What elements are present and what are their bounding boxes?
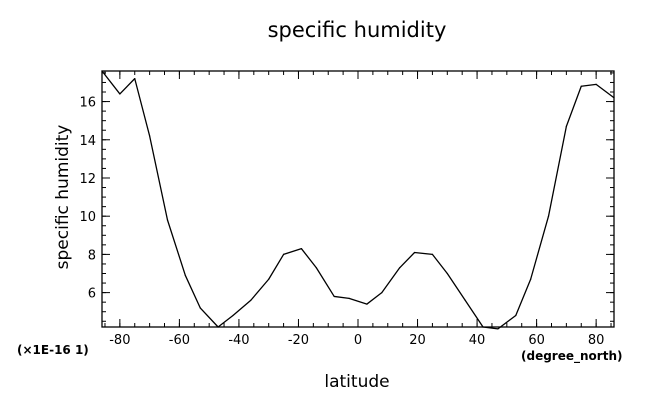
x-tick-label: 80	[588, 333, 605, 348]
x-tick-label: 60	[528, 333, 545, 348]
y-scale-label: (×1E-16 1)	[17, 343, 89, 357]
y-tick-label: 16	[79, 96, 96, 111]
data-point	[300, 248, 303, 250]
data-point	[464, 299, 466, 301]
x-axis-label: latitude	[324, 372, 389, 392]
data-point	[184, 274, 186, 277]
series-line	[101, 70, 615, 330]
x-tick-label: -40	[228, 333, 249, 348]
tick-labels: -80 -60 -40 -20 0 20 40 60 80 6 8 10 12 14 16	[79, 96, 604, 348]
data-point	[282, 253, 285, 256]
data-point	[565, 125, 567, 128]
data-point	[547, 215, 550, 217]
data-point	[315, 267, 317, 269]
data-point	[431, 253, 434, 256]
data-point	[250, 299, 252, 301]
y-tick-label: 12	[79, 172, 96, 187]
x-tick-label: 20	[409, 333, 426, 348]
y-axis-label: specific humidity	[53, 125, 73, 270]
data-point	[134, 78, 136, 80]
x-tick-label: -60	[169, 333, 190, 348]
data-point	[268, 278, 270, 280]
data-point	[348, 297, 350, 299]
x-tick-label: 0	[354, 333, 362, 348]
data-point	[497, 328, 499, 330]
tick-marks	[102, 71, 614, 327]
data-point	[580, 85, 582, 87]
data-point	[530, 278, 532, 280]
y-tick-label: 6	[88, 287, 96, 302]
data-point	[381, 292, 383, 294]
y-tick-label: 10	[79, 210, 96, 225]
data-point	[232, 314, 234, 317]
chart-title: specific humidity	[268, 18, 447, 42]
data-point	[166, 219, 169, 221]
x-unit-label: (degree_north)	[521, 349, 622, 364]
data-point	[515, 314, 517, 317]
y-tick-label: 14	[79, 134, 96, 149]
data-point	[119, 93, 121, 95]
data-point	[366, 303, 368, 305]
data-point	[399, 267, 401, 269]
data-point	[413, 251, 416, 254]
data-point	[595, 83, 597, 85]
x-tick-label: -20	[288, 333, 309, 348]
data-point	[199, 307, 201, 309]
x-tick-label: 40	[469, 333, 486, 348]
data-point	[446, 272, 448, 275]
x-tick-label: -80	[109, 333, 130, 348]
data-point	[149, 135, 151, 137]
data-point	[333, 295, 335, 298]
y-tick-label: 8	[88, 248, 96, 263]
plot-frame	[101, 70, 615, 328]
series-group	[101, 70, 615, 330]
